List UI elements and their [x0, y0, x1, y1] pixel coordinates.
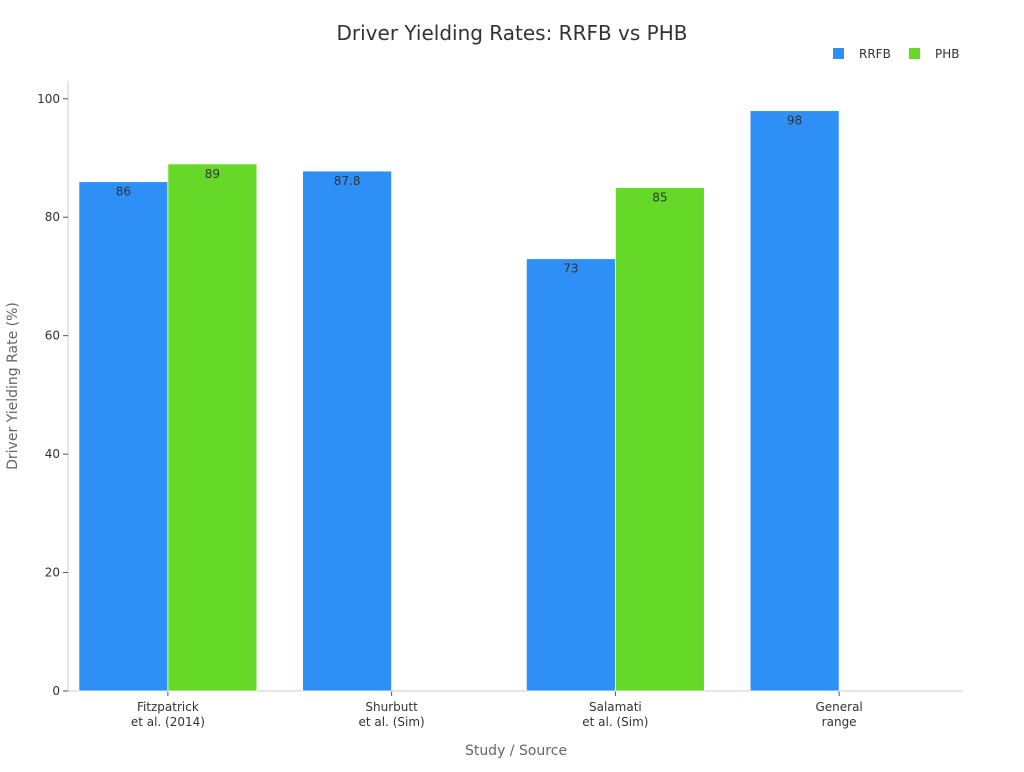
- data-label: 98: [787, 114, 802, 128]
- legend[interactable]: RRFB PHB: [833, 47, 960, 61]
- x-tick-label-line: General: [815, 700, 862, 714]
- bar-rrfb[interactable]: [78, 181, 169, 692]
- x-tick-label-line: range: [822, 715, 857, 729]
- y-tick-label: 60: [45, 329, 60, 343]
- bar-rrfb[interactable]: [525, 258, 616, 692]
- bar-rrfb[interactable]: [749, 110, 840, 692]
- x-tick-label: Salamati et al. (Sim): [582, 700, 648, 729]
- legend-label-rrfb: RRFB: [859, 47, 891, 61]
- plot-area: 0 20 40 60 80 100 Fitzpatrick et al. (2014) 86 89…: [37, 81, 963, 729]
- y-tick-label: 100: [37, 92, 60, 106]
- x-tick-label: Shurbutt et al. (Sim): [359, 700, 425, 729]
- x-tick-label-line: et al. (Sim): [359, 715, 425, 729]
- y-tick-label: 0: [52, 684, 60, 698]
- x-tick-label: General range: [815, 700, 862, 729]
- data-label: 89: [205, 167, 220, 181]
- y-tick-label: 40: [45, 447, 60, 461]
- y-tick-label: 20: [45, 566, 60, 580]
- bar-rrfb[interactable]: [302, 170, 393, 692]
- x-tick-label-line: Salamati: [589, 700, 642, 714]
- x-tick-label: Fitzpatrick et al. (2014): [131, 700, 205, 729]
- data-label: 87.8: [334, 174, 361, 188]
- y-tick-label: 80: [45, 210, 60, 224]
- x-tick-label-line: et al. (Sim): [582, 715, 648, 729]
- x-tick-label-line: Fitzpatrick: [137, 700, 199, 714]
- x-axis-title: Study / Source: [465, 743, 567, 759]
- bar-phb[interactable]: [614, 187, 705, 692]
- x-tick-label-line: Shurbutt: [365, 700, 418, 714]
- bar-phb[interactable]: [167, 163, 258, 692]
- chart-title: Driver Yielding Rates: RRFB vs PHB: [337, 21, 688, 45]
- legend-label-phb: PHB: [935, 47, 960, 61]
- legend-swatch-rrfb: [833, 48, 844, 59]
- data-label: 73: [563, 262, 578, 276]
- x-tick-label-line: et al. (2014): [131, 715, 205, 729]
- legend-swatch-phb: [909, 48, 920, 59]
- y-axis-title: Driver Yielding Rate (%): [5, 302, 21, 470]
- data-label: 86: [116, 185, 131, 199]
- data-label: 85: [652, 191, 667, 205]
